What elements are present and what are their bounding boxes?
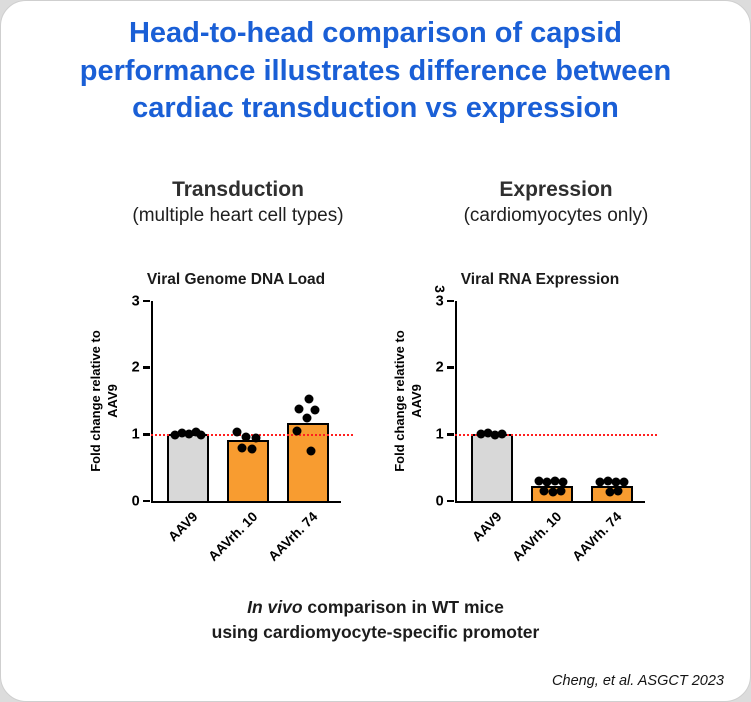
x-axis-label: AAVrh. 10 [509,509,565,565]
scatter-point [497,429,507,439]
scatter-point [177,428,187,438]
scatter-point [595,477,604,487]
slide-title-line1: Head-to-head comparison of capsid [128,17,623,49]
expression-subheading: (cardiomyocytes only) [463,205,649,227]
scatter-point [542,477,552,487]
scatter-point [556,486,566,496]
scatter-point [534,476,544,486]
citation: Cheng, et al. ASGCT 2023 [552,673,724,689]
scatter-point [247,444,257,454]
scatter-point [302,413,311,423]
scatter-point [184,429,194,439]
scatter-point [251,433,261,443]
bar-aav9 [470,434,513,502]
scatter-point [241,432,251,442]
x-axis-label: AAV9 [165,509,201,545]
scatter-point [613,486,622,496]
x-axis-label: AAVrh. 74 [569,509,625,565]
x-axis-label: AAV9 [469,509,505,545]
column-headers: Transduction (multiple heart cell types)… [1,178,750,227]
scatter-point [490,430,500,440]
caption-rest: comparison in WT mice [302,597,504,618]
scatter-point [611,477,620,487]
scatter-point [476,429,486,439]
scatter-point [619,477,628,487]
figure-caption: In vivo comparison in WT mice using card… [1,595,750,646]
dna-load-chart: Viral Genome DNA Load Fold change relati… [85,271,353,564]
dna-load-chart-title: Viral Genome DNA Load [146,271,326,289]
rna-expression-chart-title: Viral RNA Expression [460,271,620,289]
expression-heading: Expression [499,178,613,202]
x-axis-label: AAVrh. 10 [205,509,261,565]
caption-line1: In vivo comparison in WT mice [1,595,750,620]
bar-aavrh-74 [286,423,329,502]
y-tick-mark [143,433,151,436]
reference-line [454,433,657,436]
y-tick-mark [447,299,455,303]
y-tick-mark [143,299,151,303]
y-tick-label: 1 [131,426,140,443]
y-tick-label: 3 [131,292,140,309]
plot-area: 0 1 2 3 AAV9 AAVrh. 10 AAVrh. 74 [132,294,353,564]
scatter-point [294,404,303,414]
y-tick-label: 0 [435,492,444,509]
y-tick-label: 1 [435,426,444,443]
expression-column-header: Expression (cardiomyocytes only) [406,178,706,227]
y-tick-label: 2 [435,359,444,376]
scatter-point [550,476,560,486]
scatter-point [170,430,180,440]
bar-aav9 [166,434,209,502]
slide-title-line2: performance illustrates difference betwe… [79,54,672,87]
y-tick-label: 3 [435,292,444,309]
scatter-point [539,486,549,496]
scatter-point [292,426,301,436]
scatter-point [232,427,242,437]
transduction-column-header: Transduction (multiple heart cell types) [73,178,403,227]
scatter-point [306,446,315,456]
scatter-point [304,394,313,404]
caption-italic: In vivo [247,597,303,618]
slide-title: Head-to-head comparison of capsid perfor… [1,15,750,128]
scatter-point [237,443,247,453]
slide-title-line3: cardiac transduction vs expression [132,92,619,125]
scatter-point [196,430,206,440]
y-tick-label: 0 [131,492,140,509]
dna-load-y-axis-label: Fold change relative to AAV9 [87,330,120,472]
y-tick-mark [447,366,455,369]
scatter-point [603,476,612,486]
transduction-heading: Transduction [172,178,304,202]
scatter-point [605,487,614,497]
y-tick-mark [447,433,455,436]
y-tick-mark [143,366,151,369]
rna-expression-y-axis-label: Fold change relative to AAV9 [391,330,424,472]
plot-area: 0 1 2 3 3 AAV9 AAVrh. 10 AAVrh. 74 [432,285,657,564]
scatter-point [191,427,201,437]
scatter-point [483,428,493,438]
rna-expression-chart: Viral RNA Expression Fold change relativ… [389,271,657,564]
y-tick-mark [447,499,455,503]
scatter-point [558,477,568,487]
y-tick-mark [143,499,151,503]
scatter-point [310,405,319,415]
transduction-subheading: (multiple heart cell types) [132,205,344,227]
x-axis-label: AAVrh. 74 [265,509,321,565]
y-tick-label: 2 [131,359,140,376]
rotated-tick-artifact: 3 [431,285,448,293]
charts-row: Viral Genome DNA Load Fold change relati… [1,271,750,564]
caption-line2: using cardiomyocyte-specific promoter [211,622,540,643]
scatter-point [548,487,558,497]
